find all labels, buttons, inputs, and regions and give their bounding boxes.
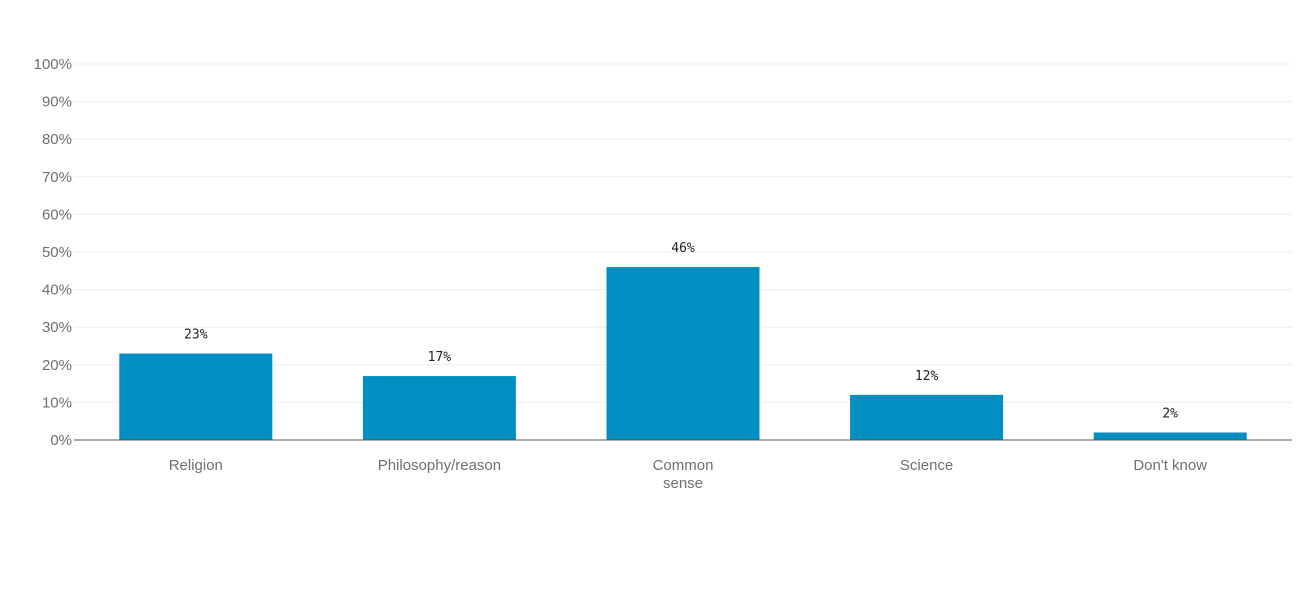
x-tick-label: Don't know — [1133, 457, 1207, 474]
data-label: 17% — [428, 350, 452, 365]
y-tick-label: 90% — [42, 94, 72, 111]
x-tick-label-line: Common — [653, 457, 714, 474]
y-tick-label: 70% — [42, 169, 72, 186]
x-tick-label-line: sense — [663, 475, 703, 492]
x-tick-label-line: Religion — [169, 457, 223, 474]
x-tick-label: Philosophy/reason — [378, 457, 501, 474]
data-label: 46% — [671, 241, 695, 256]
data-label: 23% — [184, 328, 208, 343]
gridlines — [74, 63, 1292, 403]
x-tick-label-line: Science — [900, 457, 953, 474]
bar — [850, 394, 1004, 440]
y-tick-label: 80% — [42, 131, 72, 148]
x-tick-label: Science — [900, 457, 953, 474]
x-tick-label: Common sense — [653, 457, 714, 492]
bar — [1093, 432, 1247, 440]
x-axis-ticks: Religion Philosophy/reason Common sense Scie… — [169, 457, 1208, 492]
y-tick-label: 50% — [42, 244, 72, 261]
y-axis-ticks: 0% 10% 20% 30% 40% 50% 60% 70% 80% 90% 100% — [34, 56, 72, 449]
y-tick-label: 20% — [42, 357, 72, 374]
data-labels: 23% 17% 46% 12% 2% — [184, 241, 1178, 421]
bar — [119, 353, 273, 440]
y-tick-label: 40% — [42, 282, 72, 299]
x-tick-label-line: Philosophy/reason — [378, 457, 501, 474]
y-tick-label: 60% — [42, 206, 72, 223]
data-label: 12% — [915, 369, 939, 384]
bar — [606, 267, 760, 440]
y-tick-label: 0% — [50, 432, 72, 449]
y-tick-label: 100% — [34, 56, 72, 73]
y-tick-label: 10% — [42, 394, 72, 411]
x-tick-label: Religion — [169, 457, 223, 474]
data-label: 2% — [1162, 406, 1178, 421]
bar — [362, 376, 516, 440]
bars — [119, 267, 1247, 440]
y-tick-label: 30% — [42, 319, 72, 336]
x-tick-label-line: Don't know — [1133, 457, 1207, 474]
